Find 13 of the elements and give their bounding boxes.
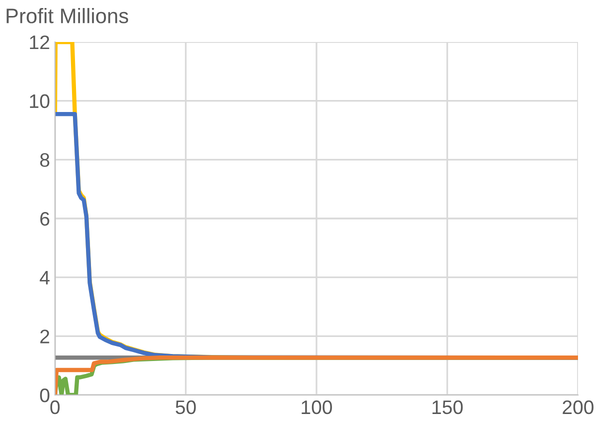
- x-tick-label: 200: [562, 400, 594, 414]
- x-tick-label: 100: [302, 400, 332, 414]
- x-tick-label: 150: [432, 400, 463, 414]
- chart-title: Profit Millions: [6, 8, 128, 24]
- y-tick-label: 12: [30, 35, 50, 50]
- y-tick-label: 4: [40, 271, 50, 284]
- y-tick-label: 0: [40, 388, 50, 402]
- x-tick-label: 50: [176, 400, 196, 414]
- y-tick-label: 10: [30, 94, 50, 108]
- y-tick-label: 6: [40, 212, 50, 226]
- y-tick-label: 8: [40, 153, 50, 167]
- y-tick-label: 2: [40, 330, 50, 344]
- x-tick-label: 0: [50, 400, 60, 414]
